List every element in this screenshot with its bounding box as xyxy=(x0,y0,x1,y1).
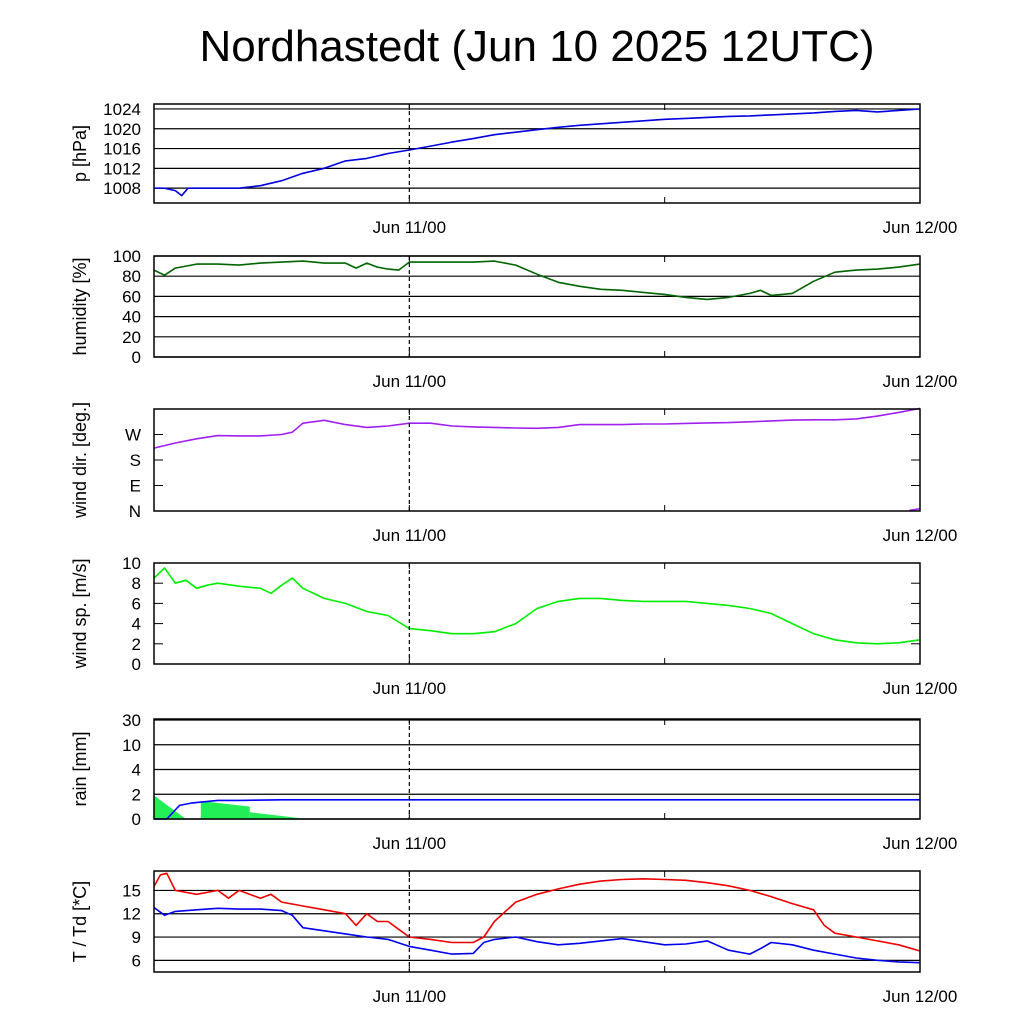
y-tick-label: 10 xyxy=(122,736,141,755)
y-tick-label: 15 xyxy=(122,881,141,900)
plot-frame xyxy=(153,870,921,973)
y-tick-label: 40 xyxy=(122,308,141,327)
rain-bar xyxy=(154,795,186,819)
y-tick-label: 1008 xyxy=(103,179,141,198)
series-line xyxy=(154,108,921,197)
y-tick-label: 9 xyxy=(132,928,141,947)
y-tick-label: 1012 xyxy=(103,159,141,178)
y-tick-label: 0 xyxy=(132,348,141,367)
x-tick-label: Jun 12/00 xyxy=(883,679,958,698)
y-tick-label: 1020 xyxy=(103,120,141,139)
series-line xyxy=(154,799,920,820)
y-tick-label: 8 xyxy=(132,574,141,593)
y-tick-label: 12 xyxy=(122,905,141,924)
x-tick-label: Jun 12/00 xyxy=(883,218,958,237)
rain-bar xyxy=(249,812,308,819)
x-tick-label: Jun 11/00 xyxy=(373,526,446,545)
y-tick-label: 30 xyxy=(122,711,141,730)
series-line xyxy=(153,407,921,449)
y-tick-label: 0 xyxy=(132,810,141,829)
y-tick-label: E xyxy=(130,477,141,496)
series-line xyxy=(909,507,921,512)
y-tick-label: W xyxy=(125,426,141,445)
y-tick-label: S xyxy=(130,451,141,470)
y-tick-label: 6 xyxy=(132,594,141,613)
y-tick-label: 6 xyxy=(132,951,141,970)
y-tick-label: 1024 xyxy=(103,100,141,119)
y-axis-label: wind dir. [deg.] xyxy=(70,402,90,519)
y-tick-label: 10 xyxy=(122,554,141,573)
x-tick-label: Jun 11/00 xyxy=(373,987,446,1006)
y-tick-label: 20 xyxy=(122,328,141,347)
y-tick-label: 4 xyxy=(132,615,141,634)
y-axis-label: p [hPa] xyxy=(70,125,90,182)
x-tick-label: Jun 11/00 xyxy=(373,834,446,853)
x-tick-label: Jun 11/00 xyxy=(373,372,446,391)
y-axis-label: wind sp. [m/s] xyxy=(70,558,90,669)
y-tick-label: 4 xyxy=(132,761,141,780)
x-tick-label: Jun 12/00 xyxy=(883,834,958,853)
x-tick-label: Jun 12/00 xyxy=(883,987,958,1006)
chart-title: Nordhastedt (Jun 10 2025 12UTC) xyxy=(199,22,875,71)
series-line xyxy=(153,906,921,964)
series-line xyxy=(153,872,921,952)
series-line xyxy=(153,260,921,301)
x-tick-label: Jun 12/00 xyxy=(883,526,958,545)
plot-frame xyxy=(153,408,921,512)
y-axis-label: humidity [%] xyxy=(70,257,90,355)
plot-frame xyxy=(153,103,921,204)
y-axis-label: rain [mm] xyxy=(70,731,90,806)
y-tick-label: 80 xyxy=(122,267,141,286)
plot-frame xyxy=(153,718,921,820)
y-tick-label: 60 xyxy=(122,287,141,306)
plot-frame xyxy=(153,255,921,358)
y-tick-label: 100 xyxy=(113,247,141,266)
y-tick-label: 0 xyxy=(132,655,141,674)
y-tick-label: 1016 xyxy=(103,140,141,159)
x-tick-label: Jun 11/00 xyxy=(373,679,446,698)
series-line xyxy=(153,567,921,645)
x-tick-label: Jun 11/00 xyxy=(373,218,446,237)
rain-bar xyxy=(200,801,250,819)
y-tick-label: 2 xyxy=(132,785,141,804)
y-tick-label: N xyxy=(129,502,141,521)
y-axis-label: T / Td [*C] xyxy=(70,881,90,962)
y-tick-label: 2 xyxy=(132,635,141,654)
plot-frame xyxy=(153,562,921,665)
x-tick-label: Jun 12/00 xyxy=(883,372,958,391)
